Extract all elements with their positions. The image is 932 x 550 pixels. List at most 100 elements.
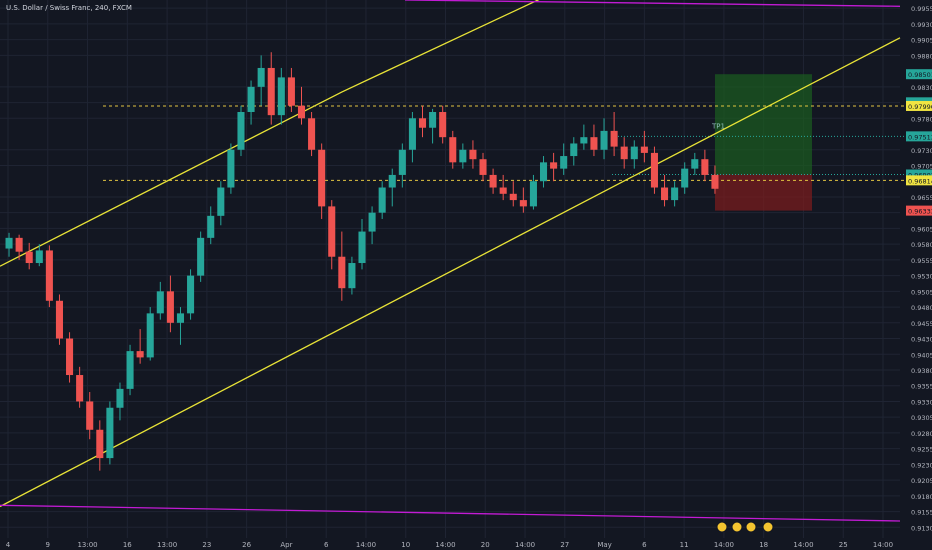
- ascending-channel-lower: [0, 37, 901, 508]
- price-badge-label: 0.96333: [908, 208, 932, 216]
- x-tick-label: May: [597, 541, 611, 549]
- candle-body: [318, 149, 326, 207]
- candle-body: [570, 143, 578, 157]
- candle-body: [166, 291, 174, 323]
- price-badge: [906, 169, 932, 180]
- event-icon: [716, 521, 728, 533]
- x-tick-label: 20: [481, 541, 490, 549]
- candle-body: [328, 206, 336, 257]
- candle-body: [398, 149, 406, 175]
- candle-body: [368, 212, 376, 232]
- candle-body: [489, 174, 497, 188]
- price-badge-label: 0.96814: [908, 177, 932, 185]
- candle-body: [408, 118, 416, 150]
- x-tick-label: 23: [202, 541, 211, 549]
- x-tick-label: 27: [560, 541, 569, 549]
- x-tick-label: 14:00: [356, 541, 376, 549]
- price-badge-label: 0.98501: [908, 71, 932, 79]
- price-badge: [906, 100, 932, 111]
- price-badge-label: 0.97996: [908, 103, 932, 111]
- x-tick-label: 6: [324, 541, 329, 549]
- outer-channel-top: [404, 0, 901, 7]
- candle-body: [126, 351, 134, 389]
- candle-body: [237, 112, 245, 150]
- candle-body: [580, 137, 588, 144]
- candle-body: [136, 351, 144, 358]
- x-tick-label: 18: [759, 541, 768, 549]
- annotation-tp1: TP1: [711, 122, 725, 130]
- price-badge-label: 0.97513: [908, 133, 932, 141]
- x-tick-label: 14:00: [435, 541, 455, 549]
- candle-body: [267, 67, 275, 116]
- price-badge: [906, 69, 932, 80]
- candle-body: [509, 193, 517, 201]
- candle-body: [681, 168, 689, 188]
- candle-body: [5, 237, 13, 249]
- candle-body: [711, 174, 719, 189]
- candle-body: [550, 162, 558, 169]
- x-tick-label: 6: [642, 541, 647, 549]
- event-icon: [731, 521, 743, 533]
- candle-body: [227, 149, 235, 188]
- candle-body: [15, 237, 23, 252]
- candle-body: [45, 250, 53, 301]
- price-badge: [906, 131, 932, 142]
- candle-body: [66, 338, 74, 376]
- candle-body: [76, 375, 84, 402]
- candle-body: [116, 388, 124, 408]
- x-tick-label: 14:00: [714, 541, 734, 549]
- candle-body: [207, 215, 215, 238]
- x-tick-label: 25: [839, 541, 848, 549]
- candle-body: [25, 251, 33, 264]
- candle-body: [156, 291, 164, 314]
- x-tick-label: 4: [6, 541, 11, 549]
- candle-body: [529, 181, 537, 207]
- x-tick-label: 26: [242, 541, 251, 549]
- candle-body: [388, 174, 396, 188]
- candle-body: [308, 118, 316, 150]
- candle-body: [701, 159, 709, 175]
- candle-body: [620, 146, 628, 160]
- candle-body: [176, 313, 185, 323]
- x-tick-label: 13:00: [157, 541, 177, 549]
- x-tick-label: 11: [680, 541, 689, 549]
- x-tick-label: 10: [401, 541, 410, 549]
- candle-body: [257, 67, 265, 87]
- x-tick-label: 13:00: [77, 541, 97, 549]
- profit-zone: [715, 74, 812, 175]
- candle-body: [297, 105, 306, 119]
- candle-body: [378, 187, 386, 213]
- x-tick-label: 14:00: [873, 541, 893, 549]
- candle-body: [539, 162, 548, 182]
- candle-body: [429, 112, 437, 128]
- candle-body: [287, 77, 295, 106]
- candle-body: [590, 137, 598, 150]
- candle-body: [479, 159, 487, 175]
- price-badge: [906, 205, 932, 216]
- candle-body: [418, 118, 427, 128]
- candle-body: [146, 313, 154, 358]
- candle-body: [449, 137, 457, 163]
